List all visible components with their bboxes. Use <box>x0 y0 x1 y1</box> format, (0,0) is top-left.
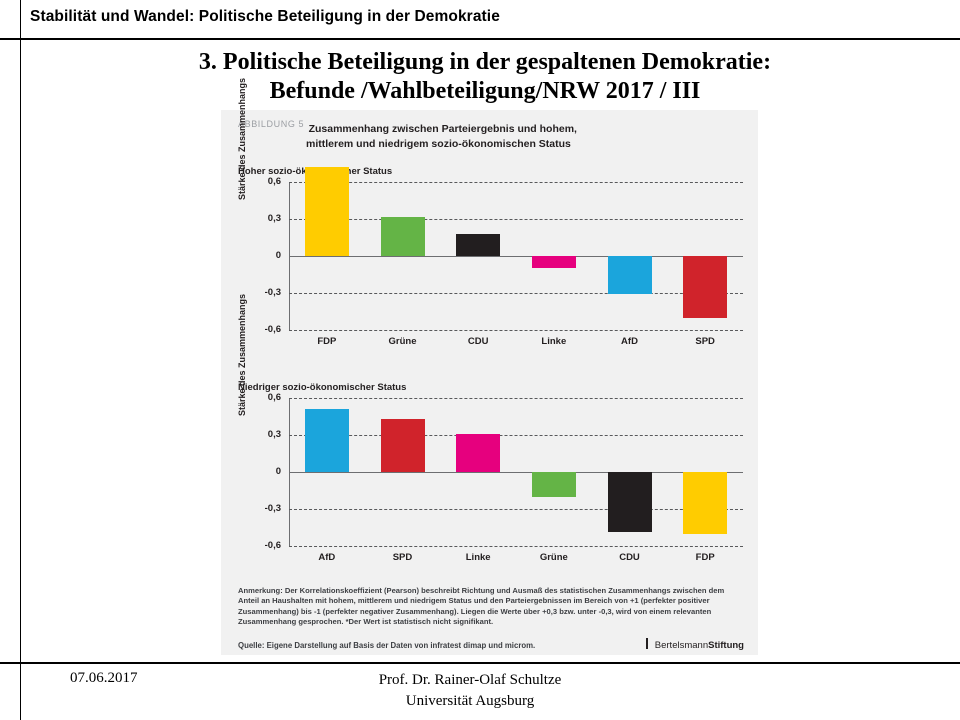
x-tick-label: CDU <box>467 336 489 347</box>
chart-niedriger-status: Stärke des Zusammenhangs 0,6 0,3 0 -0,3 -0,6 A… <box>237 294 743 578</box>
slide-frame-bottom-rule <box>0 662 960 664</box>
gridline <box>289 182 743 183</box>
page-title-line-1: 3. Politische Beteiligung in der gespalt… <box>198 49 772 75</box>
zero-line <box>289 256 743 257</box>
figure-title-line-1: Zusammenhang zwischen Parteiergebnis und… <box>308 123 577 135</box>
chart-hoher-status: Stärke des Zusammenhangs 0,6 0,3 0 -0,3 -0,6 F… <box>237 78 743 362</box>
bar-grune <box>531 472 576 497</box>
y-tick-label: -0,3 <box>264 287 281 298</box>
footer-author-line-1: Prof. Dr. Rainer-Olaf Schultze <box>378 672 562 688</box>
gridline <box>289 435 743 436</box>
footer-date: 07.06.2017 <box>70 670 138 686</box>
plot-area: 0,6 0,3 0 -0,3 -0,6 AfD SPD Linke Grüne CDU FDP <box>265 392 743 563</box>
bar-fdp <box>304 167 349 256</box>
y-tick-label: -0,6 <box>264 324 281 335</box>
logo-bar-icon <box>645 638 648 649</box>
bar-linke <box>531 256 576 269</box>
x-tick-label: Linke <box>541 336 567 347</box>
bar-cdu <box>456 233 501 256</box>
bar-spd <box>380 418 425 472</box>
figure-source: Quelle: Eigene Darstellung auf Basis der… <box>238 641 536 650</box>
bar-cdu <box>607 472 652 533</box>
plot-area: 0,6 0,3 0 -0,3 -0,6 FDP Grüne CDU Linke AfD SPD <box>265 167 743 347</box>
bar-fdp <box>683 472 728 534</box>
x-tick-label: CDU <box>619 552 640 563</box>
gridline <box>289 293 743 294</box>
zero-line <box>289 472 743 473</box>
x-tick-label: AfD <box>621 336 638 347</box>
bar-afd <box>607 256 652 295</box>
x-tick-label: Linke <box>465 552 491 563</box>
figure-kicker: ABBILDUNG 5 <box>238 119 305 129</box>
slide-frame-top-rule <box>0 38 960 40</box>
x-tick-label: AfD <box>318 552 336 563</box>
y-tick-label: 0,6 <box>267 176 281 187</box>
gridline <box>289 398 743 399</box>
bar-afd <box>304 409 349 472</box>
gridline <box>289 219 743 220</box>
y-tick-label: -0,3 <box>264 503 281 514</box>
x-tick-label: SPD <box>392 552 413 563</box>
bertelsmann-logo: BertelsmannStiftung <box>645 638 744 651</box>
figure-source-row: Quelle: Eigene Darstellung auf Basis der… <box>238 638 744 651</box>
gridline <box>289 546 743 547</box>
figure-title-line-2: mittlerem und niedrigem sozio-ökonomisch… <box>306 138 571 150</box>
x-tick-label: Grüne <box>539 552 568 563</box>
y-tick-label: 0,6 <box>267 392 281 403</box>
page-title-line-2: Befunde /Wahlbeteiligung/NRW 2017 / III <box>269 78 701 104</box>
x-tick-label: FDP <box>317 336 337 347</box>
slide-header-title: Stabilität und Wandel: Politische Beteil… <box>30 8 500 25</box>
footer-author: Prof. Dr. Rainer-Olaf Schultze Universit… <box>260 670 680 712</box>
figure-heading: ABBILDUNG 5 Zusammenhang zwischen Partei… <box>238 119 746 151</box>
slide-frame-vertical-rule <box>20 0 21 720</box>
brand-name-part-1: Bertelsmann <box>654 640 709 651</box>
figure-note: Anmerkung: Der Korrelationskoeffizient (… <box>238 586 725 627</box>
chart-bottom-label: Niedriger sozio-ökonomischer Status <box>238 382 407 393</box>
y-tick-label: 0,3 <box>267 213 281 224</box>
footer-author-line-2: Universität Augsburg <box>405 693 535 709</box>
x-tick-label: SPD <box>695 336 715 347</box>
y-tick-label: 0,3 <box>267 429 281 440</box>
y-tick-label: -0,6 <box>264 540 281 551</box>
bar-spd <box>683 256 728 318</box>
gridline <box>289 330 743 331</box>
page-title: 3. Politische Beteiligung in der gespalt… <box>30 48 940 106</box>
bar-grune <box>380 216 425 256</box>
x-tick-label: Grüne <box>388 336 417 347</box>
gridline <box>289 509 743 510</box>
y-tick-label: 0 <box>275 250 281 261</box>
bar-linke <box>456 433 501 472</box>
figure-panel: ABBILDUNG 5 Zusammenhang zwischen Partei… <box>221 78 758 655</box>
x-tick-label: FDP <box>695 552 715 563</box>
y-tick-label: 0 <box>275 466 281 477</box>
brand-name-part-2: Stiftung <box>708 640 744 651</box>
